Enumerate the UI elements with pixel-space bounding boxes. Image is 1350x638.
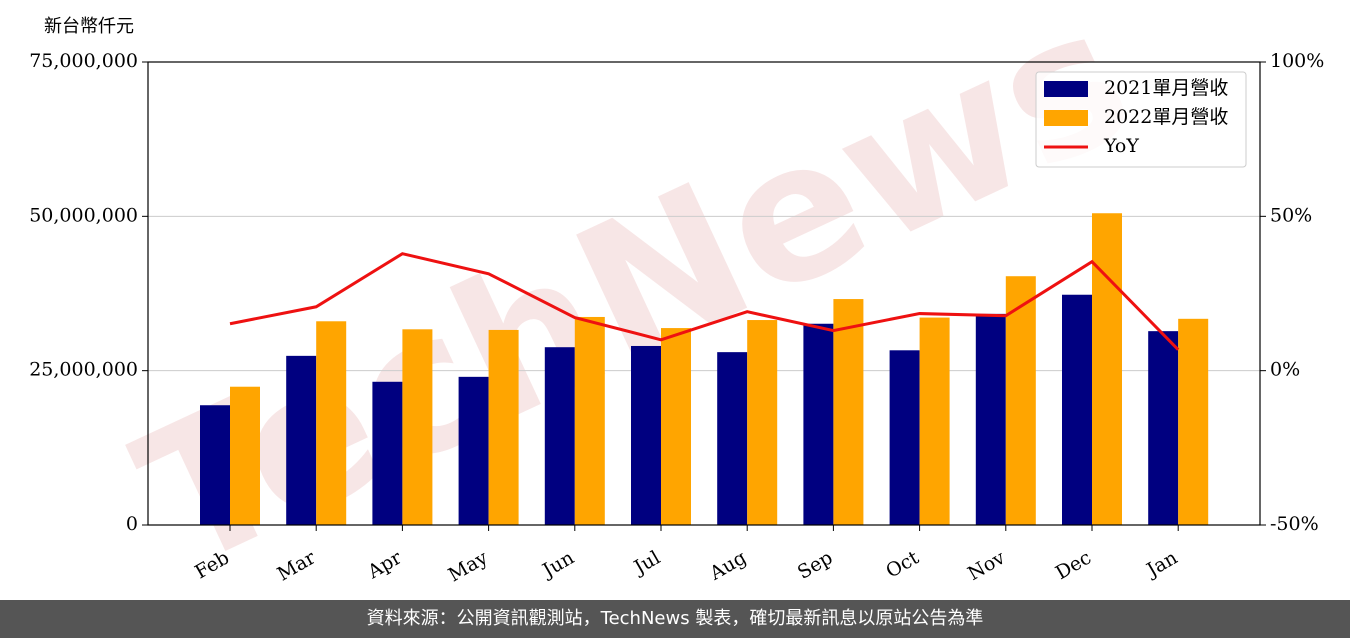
bar <box>803 323 834 525</box>
line <box>229 252 1180 351</box>
bar <box>975 313 1006 525</box>
y-tick-label: 75,000,000 <box>29 50 138 72</box>
y2-tick-label: -50% <box>1270 513 1319 535</box>
bar <box>286 355 317 525</box>
legend: 2021單月營收 2022單月營收 YoY <box>1035 71 1247 168</box>
bar <box>661 328 691 525</box>
plot-frame <box>147 61 1261 526</box>
legend-label: 2022單月營收 <box>1104 106 1228 128</box>
x-tick-label: Oct <box>882 546 923 582</box>
x-tick-label: Dec <box>1052 547 1095 585</box>
bar <box>1092 213 1122 525</box>
bar <box>1178 318 1209 525</box>
bar <box>1005 276 1036 525</box>
legend-box <box>1035 71 1247 168</box>
x-tick-label: May <box>445 546 492 586</box>
footer: 資料來源：公開資訊觀測站，TechNews 製表，確切最新訊息以原站公告為準 <box>0 600 1350 638</box>
bar <box>1148 331 1179 525</box>
bar <box>458 376 489 525</box>
y2-tick-label: 50% <box>1270 204 1312 226</box>
bar <box>544 347 575 525</box>
y-tick-label: 25,000,000 <box>29 359 138 381</box>
bar <box>889 350 920 525</box>
legend-label: YoY <box>1103 135 1139 157</box>
legend-swatch <box>1044 110 1088 126</box>
bar <box>919 317 950 525</box>
bar <box>488 329 519 525</box>
bar <box>402 329 433 525</box>
y-axis-label: 新台幣仟元 <box>44 16 134 37</box>
legend-swatch <box>1044 81 1088 97</box>
x-tick-label: Jul <box>629 547 664 580</box>
x-tick-label: Apr <box>363 546 406 583</box>
x-tick-label: Sep <box>794 547 837 584</box>
legend-label: 2021單月營收 <box>1104 77 1228 99</box>
x-tick-label: Aug <box>705 547 750 586</box>
bar <box>631 345 661 525</box>
bar <box>574 316 605 525</box>
y2-tick-label: 100% <box>1270 50 1324 72</box>
bar <box>717 352 748 525</box>
bar <box>747 320 778 525</box>
y-tick-label: 0 <box>126 513 138 535</box>
bar <box>200 405 230 525</box>
bar <box>833 299 864 525</box>
bar <box>230 386 260 525</box>
y2-tick-label: 0% <box>1270 359 1300 381</box>
bar <box>1062 294 1092 525</box>
x-tick-label: Jan <box>1141 547 1181 583</box>
bar <box>316 321 347 525</box>
x-tick-label: Nov <box>964 546 1009 585</box>
x-tick-label: Jun <box>537 547 578 583</box>
y-tick-label: 50,000,000 <box>29 204 138 226</box>
chart: 新台幣仟元 TechNews025,000,00050,000,00075,00… <box>29 0 1324 600</box>
bar <box>372 381 403 525</box>
